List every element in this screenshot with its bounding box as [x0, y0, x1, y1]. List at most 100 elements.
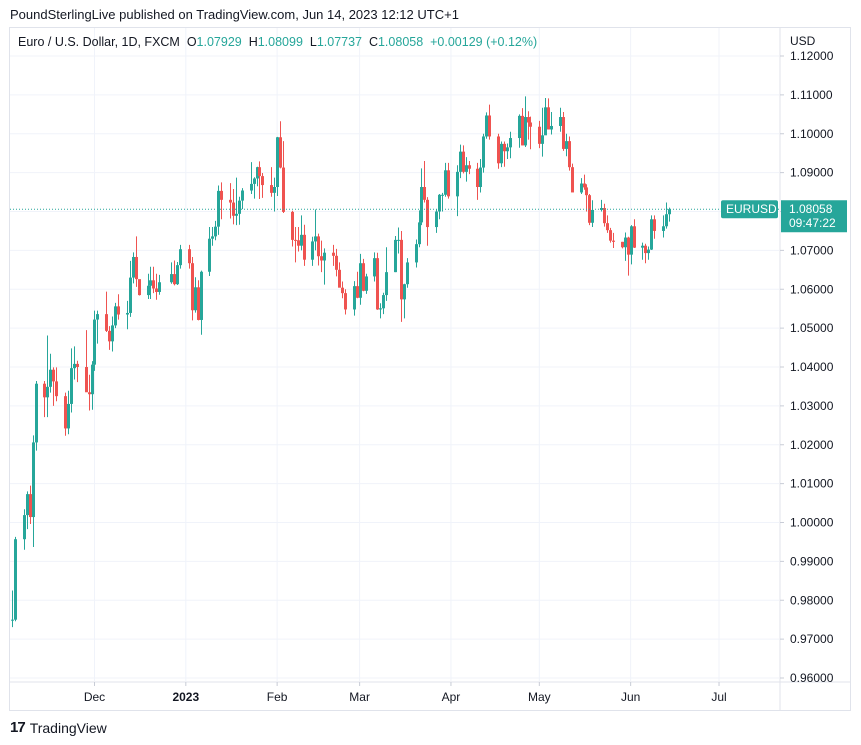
y-tick-label: 1.07000: [790, 243, 834, 257]
candle-body: [261, 176, 264, 186]
candle-body: [415, 244, 418, 263]
candle-up: [397, 227, 400, 254]
candle-body: [67, 403, 70, 429]
y-tick-label: 1.10000: [790, 127, 834, 141]
candle-body: [323, 252, 326, 261]
y-tick-label: 0.99000: [790, 554, 834, 568]
candle-down: [173, 260, 176, 286]
candle-body: [603, 208, 606, 224]
open-label: O: [186, 35, 197, 49]
candle-up: [132, 252, 135, 284]
low-value: 1.07737: [316, 35, 362, 49]
x-tick-label: Apr: [442, 690, 461, 704]
candle-up: [179, 244, 182, 269]
candle-body: [571, 167, 574, 193]
candle-down: [538, 120, 541, 149]
candle-body: [485, 115, 488, 137]
candle-up: [524, 96, 527, 147]
candle-body: [565, 141, 568, 149]
high-value: 1.08099: [257, 35, 303, 49]
candle-body: [359, 263, 362, 298]
candle-body: [46, 386, 49, 398]
candle-body: [356, 286, 359, 298]
candle-body: [258, 167, 261, 177]
candle-down: [332, 244, 335, 266]
candle-body: [93, 319, 96, 365]
y-tick-label: 0.96000: [790, 671, 834, 685]
candle-body: [73, 363, 76, 369]
candle-up: [250, 162, 253, 195]
candle-up: [544, 97, 547, 136]
candle-body: [344, 293, 347, 310]
candle-up: [211, 227, 214, 246]
candle-body: [382, 295, 385, 309]
y-tick-label: 0.98000: [790, 593, 834, 607]
candle-body: [208, 238, 211, 272]
candle-up: [114, 302, 117, 329]
candle-up: [26, 491, 29, 530]
candle-body: [668, 209, 671, 215]
candle-body: [488, 115, 491, 137]
candle-up: [580, 178, 583, 195]
candle-up: [459, 144, 462, 179]
candle-up: [650, 215, 653, 250]
candle-body: [250, 183, 253, 191]
candle-up: [73, 346, 76, 380]
candle-body: [270, 185, 273, 193]
candle-body: [282, 167, 285, 212]
candle-body: [200, 271, 203, 320]
candle-up: [600, 199, 603, 212]
candle-down: [603, 203, 606, 227]
candle-up: [32, 435, 35, 547]
candle-body: [158, 282, 161, 292]
candle-up: [129, 260, 132, 317]
candle-up: [518, 114, 521, 148]
candle-body: [291, 211, 294, 240]
candle-body: [149, 280, 152, 286]
candle-body: [662, 226, 665, 231]
candle-body: [108, 330, 111, 342]
candle-down: [423, 160, 426, 203]
candle-up: [253, 177, 256, 199]
candle-up: [70, 348, 73, 413]
candle-up: [126, 300, 129, 330]
candle-up: [394, 235, 397, 273]
y-tick-label: 1.02000: [790, 438, 834, 452]
footer-branding[interactable]: 17 TradingView: [10, 719, 107, 736]
candle-body: [232, 202, 235, 216]
price-tag-bg: [781, 200, 847, 233]
candle-up: [96, 310, 99, 344]
candle-body: [26, 494, 29, 516]
candle-body: [509, 138, 512, 148]
candle-down: [521, 108, 524, 146]
x-tick-label: Feb: [267, 690, 288, 704]
candle-body: [420, 187, 423, 223]
candle-body: [583, 183, 586, 188]
candle-down: [108, 326, 111, 350]
candle-up: [630, 225, 633, 265]
candle-up: [359, 253, 362, 305]
candle-down: [303, 224, 306, 266]
candle-up: [465, 157, 468, 182]
candle-up: [435, 209, 438, 233]
candle-body: [14, 539, 17, 620]
candle-body: [385, 272, 388, 296]
y-tick-label: 1.00000: [790, 516, 834, 530]
candle-body: [559, 117, 562, 126]
candle-body: [297, 240, 300, 246]
candle-up: [647, 246, 650, 260]
candle-body: [217, 190, 220, 227]
symbol-legend[interactable]: Euro / U.S. Dollar, 1D, FXCM O1.07929 H1…: [18, 35, 537, 49]
candle-down: [633, 219, 636, 249]
candle-down: [138, 279, 141, 296]
candle-body: [609, 230, 612, 241]
candle-up: [300, 215, 303, 251]
chart-frame: [9, 27, 851, 711]
candle-body: [220, 190, 223, 200]
symbol-tag-bg: [721, 200, 778, 219]
candle-body: [379, 308, 382, 310]
candle-body: [465, 165, 468, 172]
candle-body: [91, 364, 94, 395]
x-tick-label: Dec: [84, 690, 105, 704]
